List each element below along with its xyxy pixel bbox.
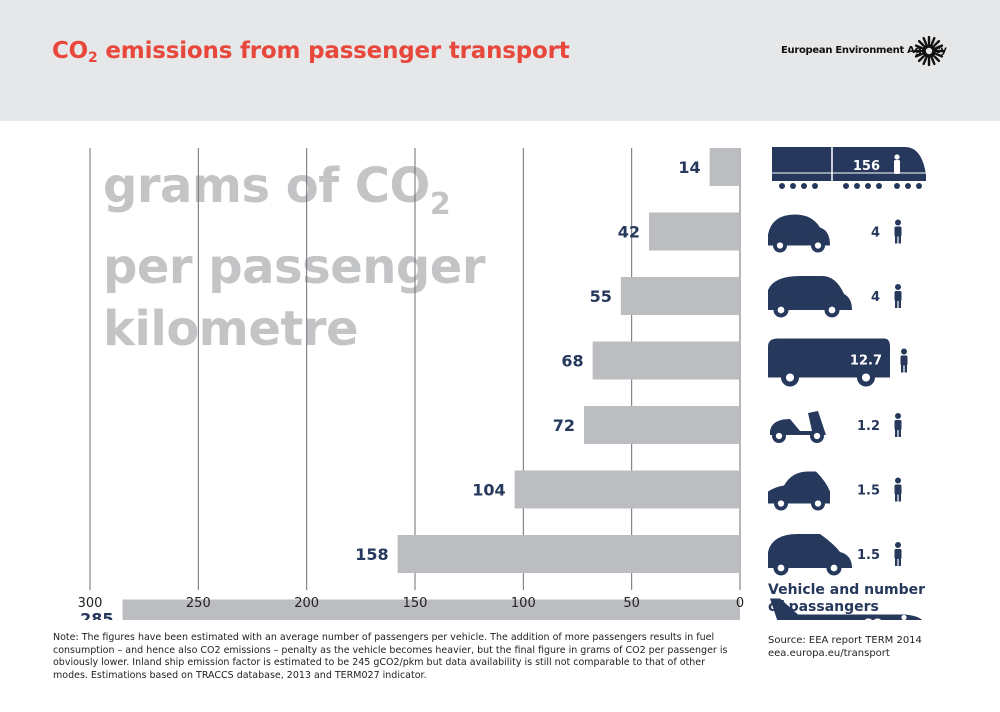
suv-icon: 1.5 (768, 534, 902, 576)
person-icon (894, 284, 902, 308)
car-icon: 1.5 (768, 471, 902, 511)
source-note: Source: EEA report TERM 2014 eea.europa.… (768, 635, 922, 659)
chart-bars (122, 148, 740, 620)
page-title: CO2 emissions from passenger transport (52, 38, 570, 66)
bar-value-label: 14 (678, 158, 700, 177)
bar-value-label: 72 (553, 416, 575, 435)
bar-bus (592, 341, 740, 380)
x-axis-ticks: 300 250 200 150 100 50 0 (78, 596, 745, 611)
vehicle-legend-label: Vehicle and number of passangers (768, 582, 926, 615)
bus-icon: 12.7 (768, 338, 908, 387)
small-car-icon: 4 (768, 214, 902, 253)
bar-value-label: 68 (561, 352, 583, 371)
x-tick-label: 300 (78, 596, 103, 611)
passenger-count: 4 (871, 290, 880, 305)
person-icon (894, 477, 902, 502)
person-icon (894, 219, 902, 244)
bar-chart: 14 42 55 68 72 104 158 285 300 250 200 150 100 50 0 1… (78, 147, 926, 620)
bar-value-label: 285 (80, 610, 113, 621)
person-icon (894, 413, 902, 437)
minivan-icon: 4 (768, 276, 902, 318)
passenger-count: 156 (853, 159, 880, 174)
bar-car (514, 470, 740, 509)
footnote: Note: The figures have been estimated wi… (53, 632, 728, 681)
x-tick-label: 150 (403, 596, 428, 611)
bar-airplane (122, 599, 740, 620)
bar-value-label: 104 (472, 481, 505, 500)
passenger-count: 1.5 (857, 548, 880, 563)
airplane-icon: 88 (770, 598, 922, 621)
bar-minivan (620, 277, 740, 315)
bar-small-car (649, 212, 740, 251)
sun-icon (914, 36, 944, 66)
chart-value-labels: 14 42 55 68 72 104 158 285 (80, 158, 701, 620)
passenger-count: 88 (864, 618, 882, 621)
passenger-count: 4 (871, 226, 880, 241)
agency-name: European Environment Agency (781, 45, 947, 56)
passenger-count: 1.2 (857, 419, 880, 434)
train-icon: 156 (772, 147, 926, 189)
person-icon (900, 348, 908, 373)
x-tick-label: 200 (294, 596, 319, 611)
bar-value-label: 158 (355, 545, 388, 564)
bar-motorbike (584, 406, 740, 444)
x-tick-label: 50 (623, 596, 640, 611)
person-icon (901, 614, 907, 620)
header-band: CO2 emissions from passenger transport E… (0, 0, 1000, 121)
bar-value-label: 55 (590, 287, 612, 306)
chart-overlay-label: grams of CO2 per passenger kilometre (103, 158, 486, 357)
x-tick-label: 100 (511, 596, 536, 611)
vehicle-icons: 156 4 4 12.7 1.2 1.5 1.5 88 (768, 147, 926, 620)
bar-train (709, 148, 740, 186)
scooter-icon: 1.2 (770, 411, 902, 443)
bar-value-label: 42 (618, 223, 640, 242)
person-icon (894, 542, 902, 566)
bar-large-car (397, 535, 740, 573)
passenger-count: 12.7 (850, 354, 882, 369)
person-icon (894, 154, 900, 174)
x-tick-label: 0 (736, 596, 744, 611)
passenger-count: 1.5 (857, 484, 880, 499)
x-tick-label: 250 (186, 596, 211, 611)
